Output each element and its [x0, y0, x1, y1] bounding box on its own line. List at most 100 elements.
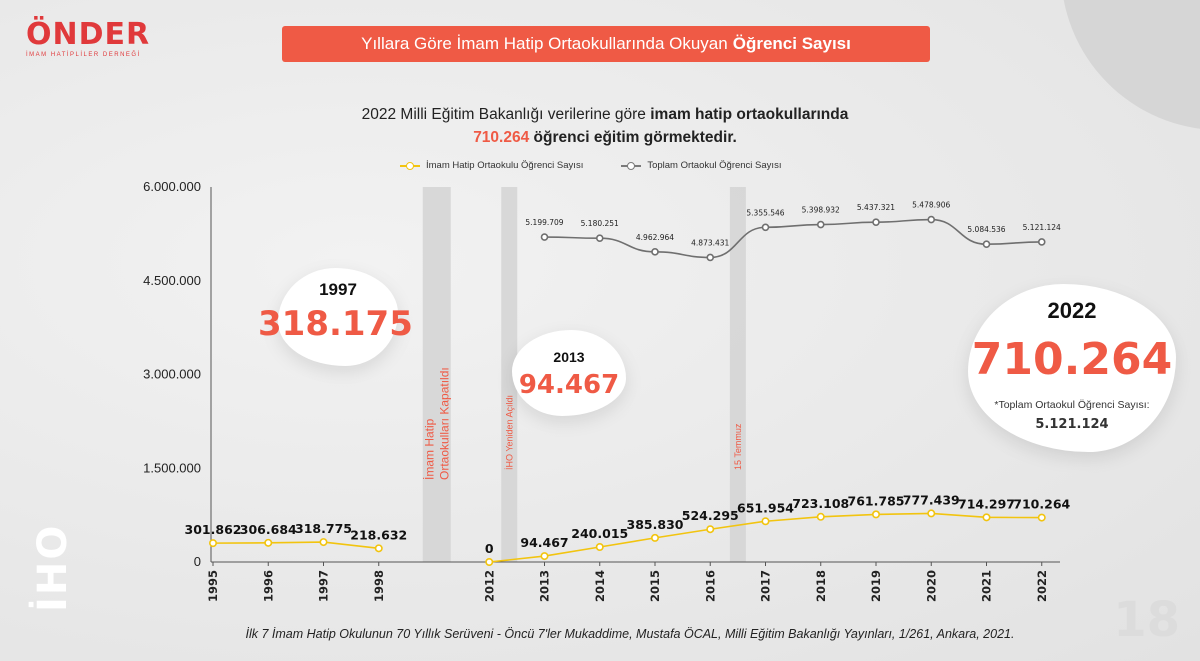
- series-2-data-label: 5.355.546: [746, 208, 784, 217]
- series-2-data-label: 5.478.906: [912, 201, 950, 210]
- logo-subtext: İMAM HATİPLİLER DERNEĞİ: [26, 52, 141, 58]
- x-tick-label: 2018: [814, 570, 828, 602]
- series-1-point: [982, 513, 991, 522]
- y-tick-label: 4.500.000: [143, 273, 201, 288]
- onder-logo: ÖNDER İMAM HATİPLİLER DERNEĞİ: [26, 17, 151, 59]
- series-1-point: [1037, 513, 1046, 522]
- x-tick-label: 1996: [261, 570, 275, 602]
- series-2-point: [872, 218, 880, 226]
- series-1-data-label: 385.830: [627, 517, 684, 532]
- annotation-label-1: İmam Hatip: [422, 418, 436, 480]
- series-2-point: [982, 240, 991, 249]
- subtitle-line-2: 710.264 öğrenci eğitim görmektedir.: [250, 126, 960, 149]
- logo-text: ÖNDER: [26, 17, 151, 52]
- series-2-point: [540, 233, 549, 241]
- iho-vertical-logo: İHO: [30, 523, 76, 612]
- legend-label-series-2: Toplam Ortaokul Öğrenci Sayısı: [647, 160, 782, 171]
- series-2-point: [927, 215, 936, 224]
- series-1-point: [374, 544, 383, 553]
- series-1-point: [650, 533, 659, 542]
- series-1-data-label: 761.785: [848, 493, 905, 508]
- annotation-band-2: [501, 187, 518, 562]
- series-2-data-label: 5.180.251: [581, 219, 619, 228]
- x-tick-label: 1998: [372, 570, 386, 602]
- series-1-data-label: 240.015: [571, 526, 628, 541]
- x-tick-label: 2021: [980, 570, 994, 602]
- legend-item-series-1: İmam Hatip Ortaokulu Öğrenci Sayısı: [400, 160, 583, 171]
- page-title: Yıllara Göre İmam Hatip Ortaokullarında …: [282, 26, 930, 62]
- series-1-data-label: 710.264: [1013, 497, 1070, 512]
- x-tick-label: 2016: [703, 570, 717, 602]
- callout-year-2013: 2013: [553, 349, 585, 365]
- series-1-data-label: 94.467: [520, 535, 568, 550]
- series-1-data-label: 651.954: [737, 500, 794, 515]
- series-1-point: [264, 538, 273, 547]
- legend-marker-yellow-icon: [400, 161, 420, 170]
- callout-value-2022: 710.264: [971, 334, 1173, 385]
- callout-value-2013: 94.467: [518, 370, 620, 400]
- series-2-data-label: 4.873.431: [691, 238, 729, 247]
- callout-bubble-2022: [968, 284, 1176, 452]
- title-bold: Öğrenci Sayısı: [732, 34, 851, 53]
- series-2-point: [816, 220, 825, 229]
- subtitle: 2022 Milli Eğitim Bakanlığı verilerine g…: [250, 103, 960, 149]
- series-1-point: [485, 557, 494, 566]
- series-1-data-label: 318.775: [295, 521, 352, 536]
- annotation-band-1: [422, 187, 451, 562]
- callout-note-2022: *Toplam Ortaokul Öğrenci Sayısı:: [994, 399, 1150, 411]
- series-1-point: [540, 552, 549, 561]
- series-2-point: [595, 234, 604, 243]
- callout-year-1997: 1997: [319, 280, 357, 299]
- subtitle-normal: 2022 Milli Eğitim Bakanlığı verilerine g…: [361, 106, 646, 123]
- series-1-point: [871, 510, 880, 519]
- x-tick-label: 2019: [869, 570, 883, 602]
- page-number: 18: [1113, 592, 1180, 648]
- callout-year-2022: 2022: [1047, 298, 1097, 323]
- x-tick-label: 2022: [1035, 570, 1049, 602]
- subtitle-bold-2: öğrenci eğitim görmektedir.: [533, 129, 737, 146]
- series-2-point: [1037, 238, 1046, 246]
- callout-bubble-1997: [278, 268, 398, 366]
- series-1-data-label: 723.108: [792, 496, 849, 511]
- series-1-data-label: 714.297: [958, 496, 1015, 511]
- legend-item-series-2: Toplam Ortaokul Öğrenci Sayısı: [621, 160, 781, 171]
- series-1-data-label: 306.684: [240, 522, 297, 537]
- x-tick-label: 2015: [648, 570, 662, 602]
- series-1-data-label: 218.632: [350, 527, 407, 542]
- series-1-point: [927, 509, 936, 518]
- x-tick-label: 2014: [593, 570, 607, 602]
- series-1-data-label: 524.295: [682, 508, 739, 523]
- series-1-point: [319, 538, 328, 547]
- series-2-data-label: 5.398.932: [802, 206, 840, 215]
- x-tick-label: 2020: [924, 570, 938, 602]
- legend-label-series-1: İmam Hatip Ortaokulu Öğrenci Sayısı: [426, 160, 584, 171]
- callout-bubble-2013: [512, 330, 626, 416]
- series-2-point: [651, 248, 659, 256]
- x-tick-label: 1997: [317, 570, 331, 602]
- series-2-data-label: 5.437.321: [857, 203, 895, 212]
- series-1-line: [212, 541, 379, 550]
- x-tick-label: 2017: [759, 570, 773, 602]
- series-2-data-label: 5.084.536: [967, 225, 1005, 234]
- series-2-data-label: 5.199.709: [525, 218, 563, 227]
- series-2-point: [761, 223, 770, 232]
- series-1-point: [209, 539, 218, 548]
- series-2-line: [544, 218, 1042, 259]
- series-1-data-label: 301.862: [185, 522, 242, 537]
- callout-total-2022: 5.121.124: [1035, 417, 1109, 432]
- series-1-data-label: 777.439: [903, 492, 960, 507]
- y-tick-label: 3.000.000: [143, 367, 201, 382]
- series-1-point: [816, 512, 825, 521]
- series-1-point: [761, 517, 770, 526]
- y-tick-label: 1.500.000: [143, 460, 201, 475]
- source-citation: İlk 7 İmam Hatip Okulunun 70 Yıllık Serü…: [245, 627, 1015, 641]
- subtitle-value: 710.264: [473, 129, 530, 146]
- chart-legend: İmam Hatip Ortaokulu Öğrenci Sayısı Topl…: [400, 160, 781, 171]
- y-tick-label: 0: [194, 554, 201, 569]
- subtitle-bold: imam hatip ortaokullarında: [650, 106, 849, 123]
- callout-value-1997: 318.175: [258, 304, 413, 344]
- annotation-label-3: 15 Temmuz: [733, 423, 743, 470]
- title-normal: Yıllara Göre İmam Hatip Ortaokullarında …: [361, 34, 728, 53]
- series-1-data-label: 0: [485, 541, 494, 556]
